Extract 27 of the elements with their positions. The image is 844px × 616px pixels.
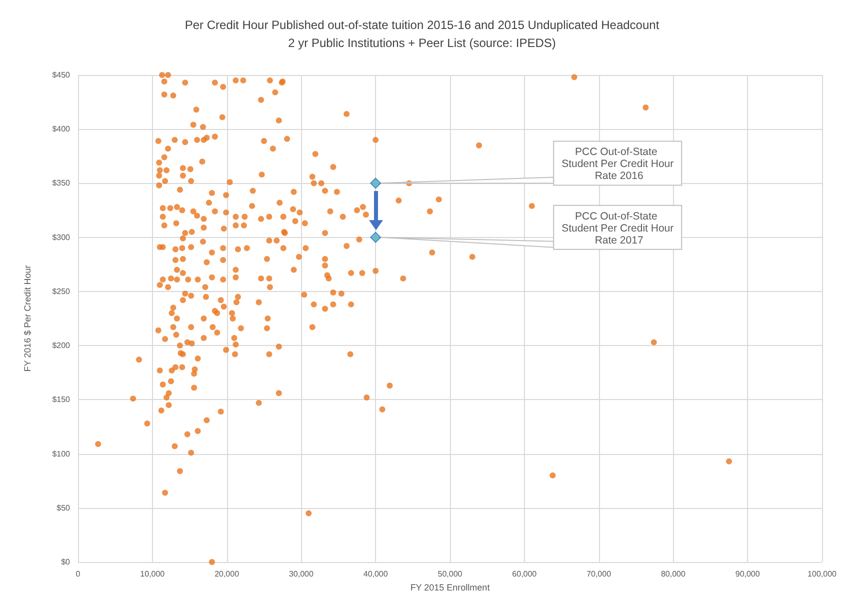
x-tick-label: 100,000 bbox=[808, 570, 838, 578]
y-tick-label: $0 bbox=[61, 558, 71, 566]
y-tick-label: $350 bbox=[52, 178, 71, 188]
annotation: PCC Out-of-State Student Per Credit Hour Rate 2016 bbox=[562, 146, 674, 182]
x-tick-label: 40,000 bbox=[363, 570, 388, 578]
x-axis-title: FY 2015 Enrollment bbox=[410, 582, 490, 592]
y-tick-label: $50 bbox=[56, 503, 71, 512]
x-tick-label: 50,000 bbox=[438, 570, 463, 578]
annotation: PCC Out-of-State Student Per Credit Hour Rate 2017 bbox=[562, 210, 674, 246]
y-tick-label: $150 bbox=[52, 395, 71, 404]
y-tick-label: $200 bbox=[52, 341, 71, 350]
y-axis-title: FY 2016 $ Per Credit Hour bbox=[22, 265, 32, 372]
x-tick-label: 30,000 bbox=[288, 570, 314, 578]
x-tick-label: 90,000 bbox=[735, 570, 760, 578]
chart-subtitle: 2 yr Public Institutions + Peer List (source: IPEDS) bbox=[288, 36, 556, 50]
y-tick-label: $100 bbox=[52, 449, 71, 458]
y-tick-label: $400 bbox=[52, 124, 71, 134]
x-tick-label: 10,000 bbox=[140, 570, 166, 578]
y-tick-label: $450 bbox=[52, 70, 71, 80]
x-tick-label: 60,000 bbox=[512, 570, 538, 578]
x-tick-label: 0 bbox=[76, 570, 81, 578]
x-tick-label: 20,000 bbox=[214, 570, 240, 578]
chart-title: Per Credit Hour Published out-of-state tuition 2015-16 and 2015 Unduplicated Headcount bbox=[184, 18, 660, 32]
y-tick-label: $250 bbox=[52, 286, 71, 296]
x-tick-label: 70,000 bbox=[586, 570, 612, 578]
y-tick-label: $300 bbox=[52, 232, 71, 242]
x-tick-label: 80,000 bbox=[660, 570, 686, 578]
